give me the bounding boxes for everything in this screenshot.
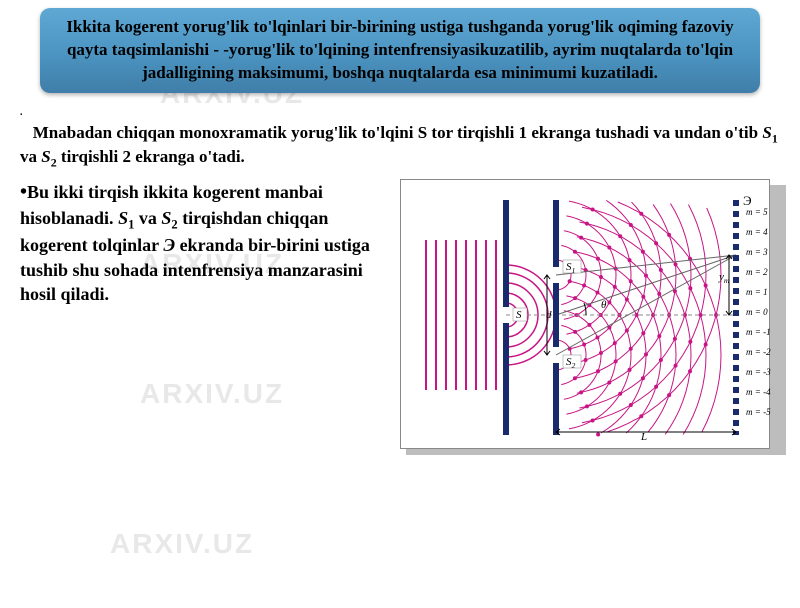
svg-text:d: d xyxy=(546,309,552,321)
svg-text:θ: θ xyxy=(601,299,607,311)
svg-text:m = -5: m = -5 xyxy=(746,407,771,417)
bullet-va: va xyxy=(134,208,161,228)
svg-text:m = 1: m = 1 xyxy=(746,287,768,297)
bullet-s1: S xyxy=(118,208,128,228)
interference-diagram: SS1S2dLθymЭm = 5m = 4m = 3m = 2m = 1m = … xyxy=(400,179,770,449)
bullet-text: •Bu ikki tirqish ikkita kogerent manbai … xyxy=(20,179,390,306)
svg-text:m = -4: m = -4 xyxy=(746,387,771,397)
content-row: •Bu ikki tirqish ikkita kogerent manbai … xyxy=(20,179,780,449)
diagram-svg: SS1S2dLθymЭm = 5m = 4m = 3m = 2m = 1m = … xyxy=(401,180,771,450)
mid-s1: S xyxy=(762,123,771,142)
svg-text:m = -3: m = -3 xyxy=(746,367,771,377)
svg-text:ym: ym xyxy=(718,271,730,285)
mid-suffix: tirqishli 2 ekranga o'tadi. xyxy=(57,147,245,166)
svg-text:Э: Э xyxy=(743,193,752,208)
svg-text:m = 3: m = 3 xyxy=(746,247,768,257)
svg-text:m = -1: m = -1 xyxy=(746,327,771,337)
mid-va1: va xyxy=(20,147,41,166)
bullet-block: •Bu ikki tirqish ikkita kogerent manbai … xyxy=(20,179,400,449)
mid-paragraph: . Mnabadan chiqqan monoxramatik yorug'li… xyxy=(20,99,780,171)
bullet-s2: S xyxy=(161,208,171,228)
svg-text:S: S xyxy=(516,309,522,321)
bullet-ekran: Э xyxy=(163,235,175,255)
mid-s2: S xyxy=(41,147,50,166)
svg-text:m = 2: m = 2 xyxy=(746,267,768,277)
header-panel: Ikkita kogerent yorug'lik to'lqinlari bi… xyxy=(40,8,760,93)
svg-text:m = 5: m = 5 xyxy=(746,207,768,217)
diagram-container: SS1S2dLθymЭm = 5m = 4m = 3m = 2m = 1m = … xyxy=(400,179,780,449)
svg-text:m = 4: m = 4 xyxy=(746,227,768,237)
svg-text:m = -2: m = -2 xyxy=(746,347,771,357)
watermark: ARXIV.UZ xyxy=(110,528,254,560)
svg-text:m = 0: m = 0 xyxy=(746,307,768,317)
mid-prefix: Mnabadan chiqqan monoxramatik yorug'lik … xyxy=(33,123,763,142)
header-text: Ikkita kogerent yorug'lik to'lqinlari bi… xyxy=(56,16,744,85)
svg-text:L: L xyxy=(640,431,647,443)
mid-s1-sub: 1 xyxy=(772,131,778,145)
